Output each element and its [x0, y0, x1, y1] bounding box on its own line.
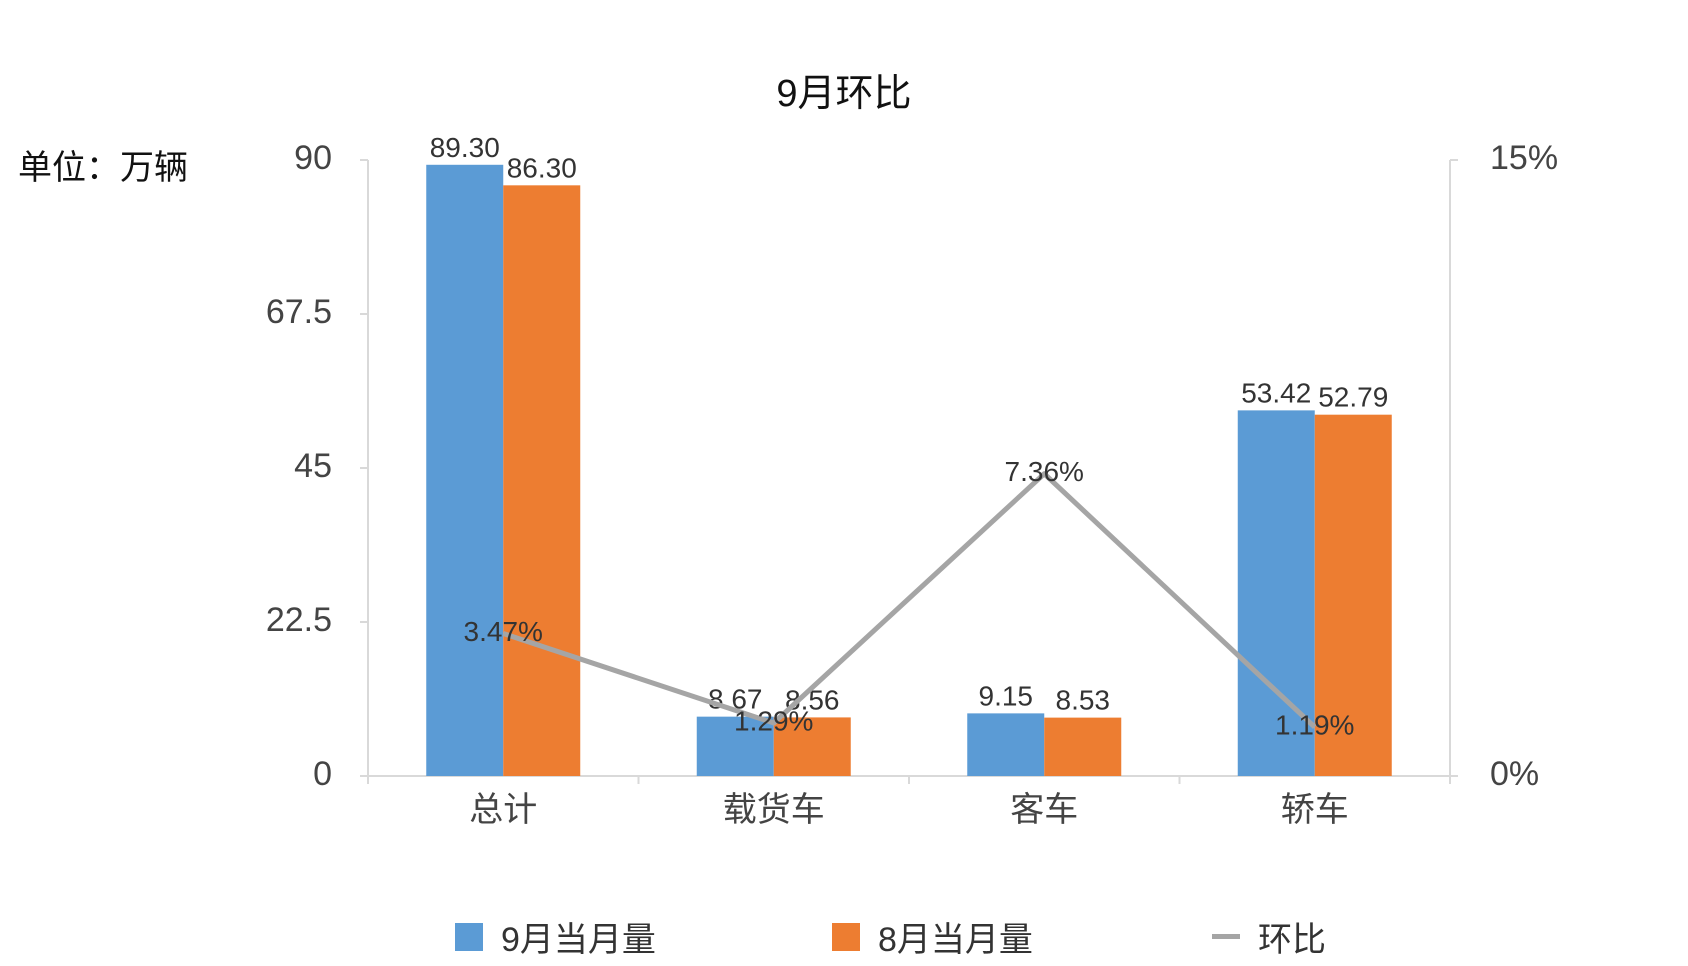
chart-title: 9月环比: [776, 73, 912, 115]
y-right-tick-label: 15%: [1490, 139, 1558, 177]
legend-label-aug: 8月当月量: [878, 921, 1033, 959]
legend: 9月当月量 8月当月量 环比: [0, 912, 1688, 962]
bar: [1314, 414, 1392, 776]
line-data-label: 3.47%: [464, 616, 543, 647]
legend-swatch-sep: [455, 922, 483, 951]
bar-data-label: 52.79: [1318, 382, 1388, 413]
unit-label: 单位：万辆: [18, 149, 188, 187]
y-left-tick-label: 22.5: [266, 601, 332, 639]
bar-data-label: 8.53: [1056, 685, 1111, 716]
y-left-tick-label: 67.5: [266, 293, 332, 331]
bar: [503, 185, 581, 776]
bar: [696, 716, 774, 776]
line-data-label: 1.19%: [1275, 710, 1354, 741]
x-tick-label: 载货车: [723, 791, 825, 829]
bar-data-label: 86.30: [507, 152, 577, 183]
legend-label-sep: 9月当月量: [501, 921, 656, 959]
y-left-tick-label: 90: [294, 139, 332, 177]
legend-label-mom: 环比: [1258, 921, 1326, 959]
bar-data-label: 53.42: [1241, 377, 1311, 408]
legend-line-mom: [1212, 934, 1240, 939]
legend-item-sep: 9月当月量: [455, 912, 656, 961]
bar: [967, 713, 1045, 776]
x-tick-label: 轿车: [1281, 791, 1349, 829]
x-tick-label: 客车: [1010, 791, 1078, 829]
y-left-tick-label: 45: [294, 447, 332, 485]
x-tick-label: 总计: [469, 791, 537, 829]
legend-item-aug: 8月当月量: [832, 912, 1033, 961]
bar: [426, 164, 504, 776]
bar-data-label: 9.15: [979, 680, 1034, 711]
legend-swatch-aug: [832, 922, 860, 951]
bar-data-label: 89.30: [430, 132, 500, 163]
line-data-label: 1.29%: [734, 705, 813, 736]
y-left-tick-label: 0: [313, 755, 332, 793]
line-series-mom: [502, 471, 1317, 729]
bar: [773, 717, 851, 776]
y-right-tick-label: 0%: [1490, 755, 1539, 793]
line-data-label: 7.36%: [1005, 456, 1084, 487]
bar: [1044, 717, 1122, 776]
legend-item-mom: 环比: [1212, 912, 1326, 961]
